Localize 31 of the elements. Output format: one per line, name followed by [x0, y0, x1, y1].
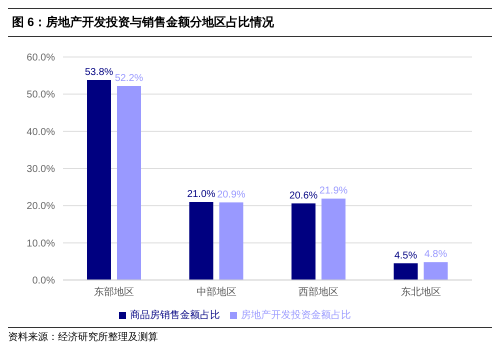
- data-label: 4.8%: [424, 249, 448, 260]
- data-label: 21.9%: [319, 186, 348, 197]
- bar: [117, 86, 141, 280]
- y-tick-label: 10.0%: [26, 238, 56, 250]
- bar: [424, 262, 448, 280]
- y-tick-label: 50.0%: [26, 90, 56, 101]
- x-tick-label: 东部地区: [94, 286, 134, 298]
- data-label: 52.2%: [114, 72, 144, 84]
- data-label: 21.0%: [187, 188, 216, 200]
- legend-label: 房地产开发投资金额占比: [241, 310, 351, 321]
- data-label: 20.9%: [217, 189, 246, 200]
- bar: [189, 202, 214, 280]
- data-label: 20.6%: [289, 190, 318, 202]
- data-label: 4.5%: [394, 250, 418, 262]
- y-tick-label: 60.0%: [26, 52, 56, 64]
- data-label: 53.8%: [84, 67, 114, 78]
- y-tick-label: 0.0%: [32, 276, 56, 287]
- bar: [394, 263, 418, 280]
- y-tick-label: 20.0%: [26, 201, 56, 212]
- legend-label: 商品房销售金额占比: [130, 310, 220, 321]
- bar: [322, 198, 346, 280]
- x-tick-label: 东北地区: [400, 286, 441, 298]
- chart-title: 图 6：房地产开发投资与销售金额分地区占比情况: [8, 8, 492, 37]
- bar: [219, 202, 244, 280]
- text: 资料来源：经济研究所整理及测算: [8, 330, 492, 344]
- y-tick-label: 30.0%: [26, 164, 56, 176]
- y-tick-label: 40.0%: [26, 126, 56, 138]
- x-tick-label: 中部地区: [196, 286, 236, 298]
- x-tick-label: 西部地区: [298, 286, 339, 298]
- bar: [87, 80, 111, 280]
- bar: [292, 203, 316, 280]
